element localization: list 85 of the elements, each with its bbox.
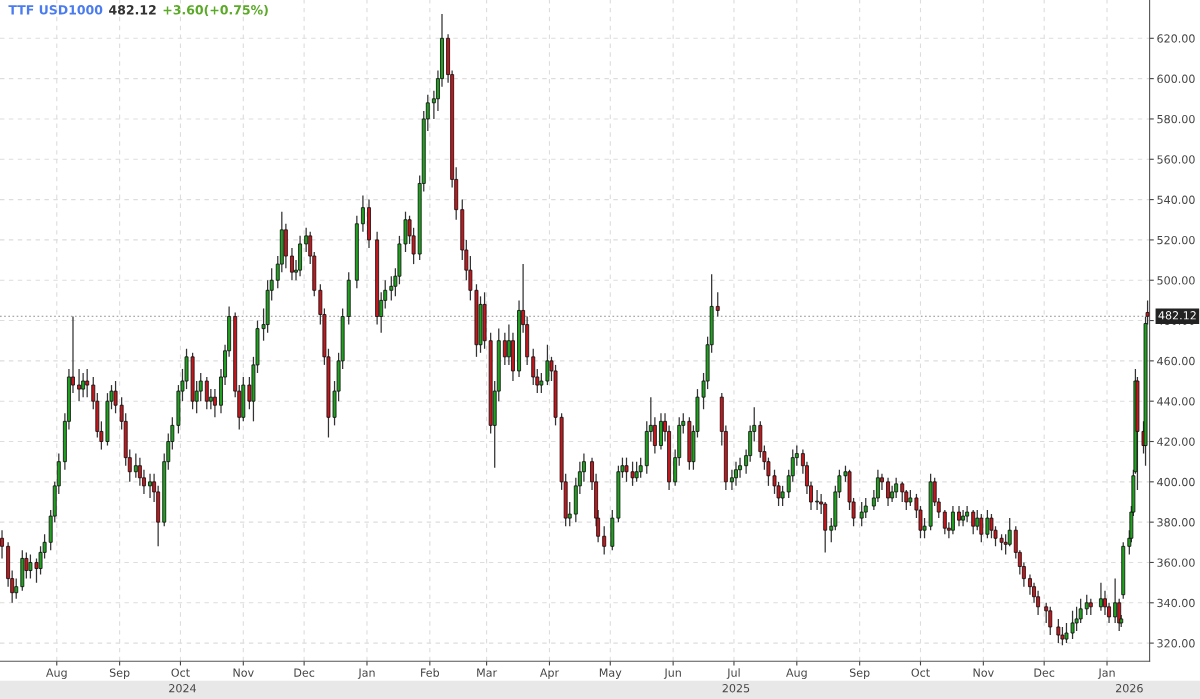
- chart-subtitle: 482.12 +3.60(+0.75%): [109, 4, 268, 17]
- candlestick: [1003, 533, 1008, 556]
- candlestick: [1056, 618, 1061, 644]
- y-tick-label: 340.00: [1157, 598, 1195, 608]
- x-tick-label: Aug: [46, 668, 67, 679]
- candlestick: [198, 372, 203, 402]
- x-tick-label: Nov: [973, 668, 994, 677]
- candlestick: [14, 577, 19, 600]
- y-tick-label: 420.00: [1157, 437, 1195, 446]
- y-tick-label: 320.00: [1157, 639, 1195, 648]
- candlestick: [734, 461, 738, 487]
- x2-tick-label: 2026: [1116, 684, 1143, 693]
- x-tick-label: Sep: [849, 668, 870, 679]
- candlestick: [900, 481, 905, 503]
- y-tick-label: 400.00: [1157, 477, 1195, 487]
- candlestick: [715, 291, 720, 318]
- y-tick-label: 380.00: [1157, 518, 1195, 527]
- candlestick: [0, 529, 4, 560]
- candlestick: [1007, 517, 1012, 547]
- y-tick-label: 360.00: [1157, 558, 1195, 567]
- x-tick-label: Apr: [539, 668, 560, 679]
- candlestick: [1044, 602, 1049, 624]
- candlestick: [894, 477, 899, 499]
- candlestick: [961, 509, 966, 527]
- x-tick-label: Jul: [726, 668, 740, 679]
- candlestick: [133, 452, 138, 479]
- candlestick: [979, 513, 984, 543]
- x-tick-label: Feb: [421, 668, 440, 677]
- candlestick: [531, 348, 536, 386]
- candlestick: [77, 368, 82, 402]
- candlestick: [212, 388, 217, 418]
- candlestick: [360, 194, 365, 233]
- x-tick-label: May: [599, 668, 622, 679]
- candlestick: [290, 247, 294, 281]
- x-tick-label: Jan: [1097, 668, 1115, 679]
- candlestick: [971, 509, 976, 535]
- candlestick: [1084, 594, 1089, 616]
- x2-tick-label: 2025: [722, 684, 750, 693]
- x-tick-label: Oct: [911, 668, 930, 677]
- x-tick-label: Jun: [663, 668, 681, 679]
- candlestick: [85, 368, 90, 398]
- candlestick: [1099, 582, 1103, 612]
- candlestick: [204, 376, 209, 410]
- y-tick-label: 600.00: [1157, 74, 1195, 83]
- candlestick: [975, 509, 980, 531]
- candlestick: [502, 332, 507, 366]
- ref-line-label: 482.12: [1158, 311, 1196, 320]
- candlestick: [886, 477, 890, 507]
- candlestick: [602, 525, 607, 556]
- candlestick: [863, 497, 868, 519]
- x-tick-label: Dec: [1034, 668, 1055, 677]
- candlestick: [815, 489, 820, 511]
- y-tick-label: 540.00: [1157, 195, 1195, 204]
- candlestick: [148, 473, 152, 499]
- x-tick-label: Sep: [109, 668, 130, 679]
- x-tick-label: Oct: [171, 668, 190, 677]
- x-tick-label: Dec: [294, 668, 315, 677]
- candlestick: [950, 505, 955, 535]
- candlestick: [81, 372, 86, 398]
- x-tick-label: Jan: [357, 668, 375, 679]
- y-tick-label: 560.00: [1157, 155, 1195, 164]
- y-tick-label: 620.00: [1157, 34, 1195, 43]
- candlestick: [638, 457, 643, 479]
- candlestick: [634, 461, 639, 483]
- candlestick: [957, 505, 961, 527]
- candlestick: [780, 485, 785, 507]
- y-tick-label: 440.00: [1157, 397, 1195, 406]
- x2-tick-label: 2024: [169, 684, 196, 693]
- candlestick: [652, 416, 657, 455]
- candlestick: [1048, 606, 1053, 636]
- y-tick-label: 520.00: [1157, 235, 1195, 245]
- candlestick: [965, 505, 970, 523]
- x-tick-label: Nov: [233, 668, 254, 677]
- y-tick-label: 500.00: [1157, 276, 1195, 285]
- chart-title: TTF USD1000: [8, 5, 103, 15]
- x-tick-label: Aug: [786, 668, 807, 679]
- x-tick-label: Mar: [477, 668, 498, 677]
- candlestick: [389, 275, 394, 302]
- y-tick-label: 460.00: [1157, 356, 1195, 366]
- candlestick: [1113, 577, 1118, 624]
- candlestick: [985, 509, 990, 539]
- y-tick-label: 580.00: [1157, 114, 1195, 124]
- candlestick: [859, 501, 864, 527]
- candlestick: [304, 227, 309, 253]
- candlestick: [942, 509, 947, 535]
